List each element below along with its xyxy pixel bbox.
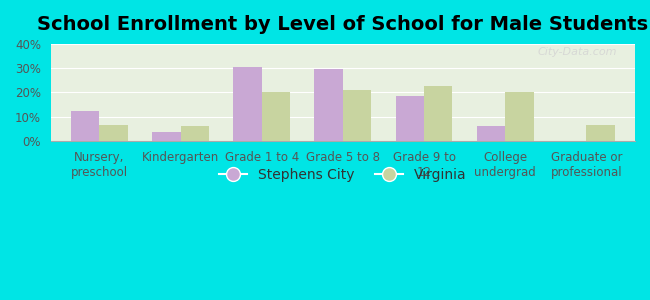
Bar bbox=[396, 96, 424, 141]
Bar bbox=[233, 67, 262, 141]
Bar bbox=[315, 69, 343, 141]
Bar bbox=[181, 126, 209, 141]
Legend: Stephens City, Virginia: Stephens City, Virginia bbox=[213, 162, 473, 187]
Bar bbox=[99, 125, 128, 141]
Bar bbox=[71, 111, 99, 141]
Bar bbox=[262, 92, 290, 141]
Bar bbox=[476, 126, 505, 141]
Title: School Enrollment by Level of School for Male Students: School Enrollment by Level of School for… bbox=[37, 15, 649, 34]
Bar bbox=[505, 92, 534, 141]
Bar bbox=[424, 86, 452, 141]
Bar bbox=[343, 90, 371, 141]
Bar bbox=[586, 125, 615, 141]
Bar bbox=[152, 132, 181, 141]
Text: City-Data.com: City-Data.com bbox=[538, 47, 617, 57]
